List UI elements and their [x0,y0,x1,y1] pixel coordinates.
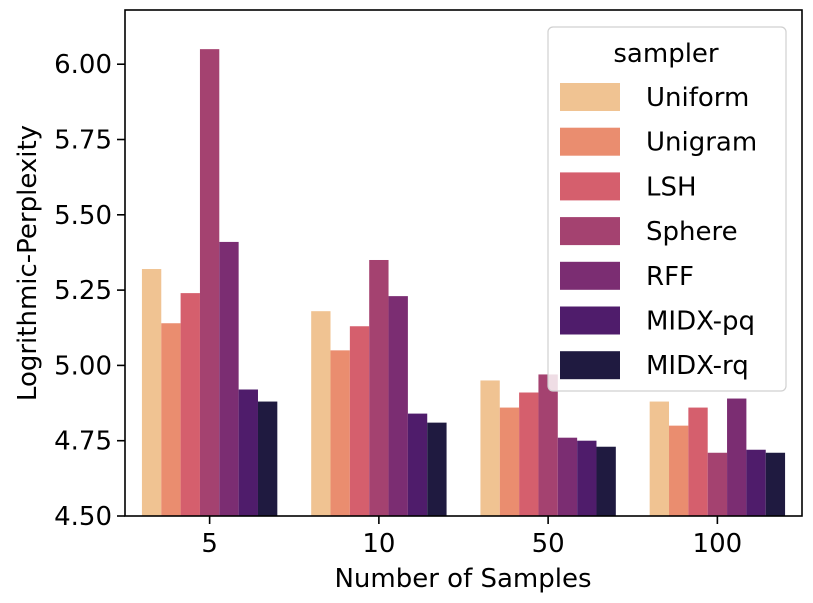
legend-label-sphere: Sphere [646,217,738,247]
bar-sphere-5 [199,49,220,517]
bar-midx-pq-10 [407,413,428,516]
x-tick-label: 10 [362,529,395,559]
bar-unigram-50 [499,407,520,516]
legend-label-unigram: Unigram [646,128,757,158]
legend-label-uniform: Uniform [646,83,749,113]
plot-frame [124,9,803,517]
bar-unigram-10 [330,350,350,516]
legend-swatch-midx-pq [560,306,620,335]
x-axis: 5 10 50 100 [201,516,742,559]
bar-lsh-5 [180,293,200,516]
bar-midx-pq-50 [577,440,597,516]
legend-swatch-uniform [560,83,620,111]
y-tick-label: 5.75 [54,126,112,156]
bar-midx-pq-5 [238,389,258,516]
bar-sphere-100 [707,452,728,516]
y-axis-title: Logrithmic-Perplexity [13,125,43,401]
bar-midx-rq-100 [765,452,786,516]
legend-label-lsh: LSH [646,172,697,202]
legend-label-midx-rq: MIDX-rq [646,351,749,381]
y-tick-label: 4.75 [54,427,112,457]
legend-label-midx-pq: MIDX-pq [646,307,755,337]
bar-midx-rq-5 [257,401,278,516]
legend: sampler Uniform Unigram LSH Sphere RFF MIDX-p… [547,26,787,392]
bar-uniform-50 [480,380,500,516]
bar-sphere-50 [538,374,558,516]
bars-group [141,49,786,517]
x-axis-title: Number of Samples [334,564,591,594]
x-tick-label: 100 [693,529,743,559]
legend-swatch-sphere [560,217,620,246]
y-tick-label: 5.50 [54,201,112,231]
bar-unigram-100 [669,425,689,516]
bar-uniform-5 [141,269,162,516]
legend-label-rff: RFF [646,262,694,292]
bar-uniform-100 [649,401,670,516]
legend-swatch-unigram [560,127,620,156]
y-tick-label: 5.25 [54,276,112,306]
bar-rff-10 [388,296,408,516]
bar-lsh-10 [349,326,370,516]
bar-sphere-10 [369,259,389,516]
legend-swatch-lsh [560,172,620,201]
x-tick-label: 5 [201,529,218,559]
legend-items: Uniform Unigram LSH Sphere RFF MIDX-pq MIDX-rq [560,83,757,381]
bar-uniform-10 [311,311,331,516]
bar-midx-rq-50 [596,446,616,516]
y-tick-label: 5.00 [54,351,112,381]
legend-swatch-midx-rq [560,351,620,380]
y-tick-label: 6.00 [54,50,112,80]
legend-swatch-rff [560,261,620,290]
y-axis: 4.50 4.75 5.00 5.25 5.50 5.75 6.00 [54,50,125,532]
bar-lsh-100 [688,407,708,516]
bar-rff-100 [727,398,747,516]
legend-frame [547,26,787,392]
bar-lsh-50 [519,392,539,516]
y-tick-label: 4.50 [54,502,112,532]
bar-unigram-5 [161,323,181,516]
legend-title: sampler [613,39,719,69]
x-tick-label: 50 [532,529,565,559]
bar-rff-5 [219,241,239,517]
bar-rff-50 [557,437,578,516]
bar-midx-rq-10 [427,422,447,516]
bar-midx-pq-100 [746,449,766,516]
